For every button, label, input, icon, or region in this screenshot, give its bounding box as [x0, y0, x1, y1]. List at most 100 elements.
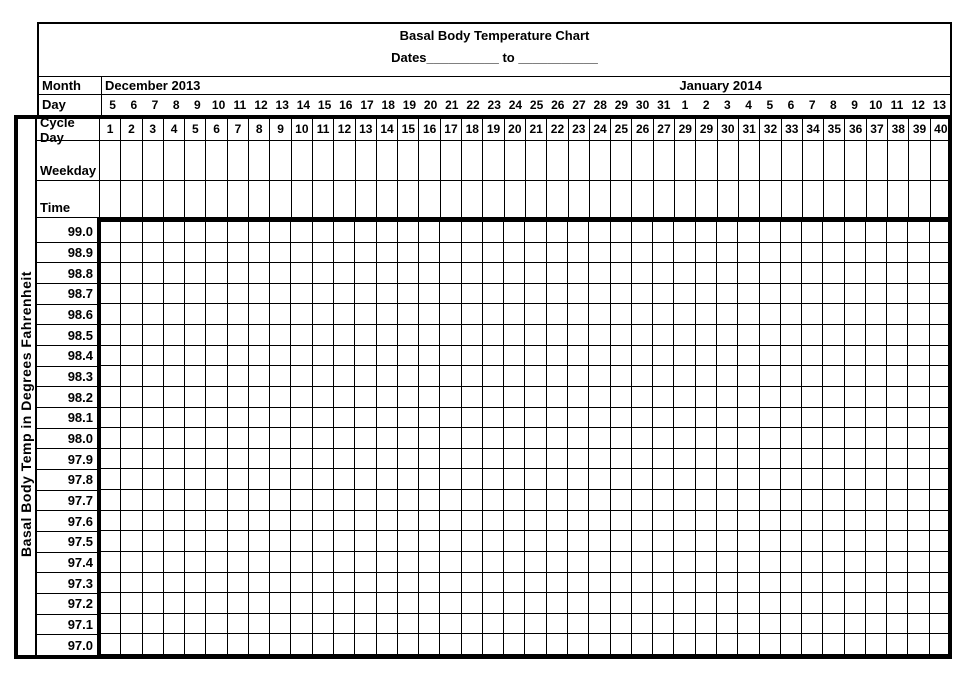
temperature-grid-cell — [908, 469, 930, 491]
time-cell — [462, 181, 484, 217]
temperature-grid-cell — [568, 283, 590, 305]
temperature-grid-cell — [355, 510, 377, 532]
temperature-grid-cell — [823, 510, 845, 532]
temperature-grid-cell — [461, 283, 483, 305]
temperature-grid-cell — [780, 345, 803, 367]
temperature-grid-cell — [674, 304, 696, 326]
temperature-grid-cell — [206, 490, 228, 511]
temperature-grid-cell — [185, 572, 207, 594]
cycle-day-cell: 15 — [398, 119, 420, 140]
temperature-grid-cell — [440, 366, 462, 387]
temperature-grid-cell — [397, 242, 420, 264]
temperature-grid-cell — [461, 634, 483, 655]
cycle-day-cell: 34 — [803, 119, 825, 140]
temperature-grid-cell — [887, 469, 909, 491]
time-cell — [675, 181, 697, 217]
temperature-grid-cell — [802, 366, 824, 387]
temperature-grid-cell — [121, 510, 143, 532]
day-header-cell: 12 — [911, 98, 925, 112]
weekday-cell — [441, 141, 463, 180]
temperature-grid-cell — [844, 448, 866, 470]
temperature-grid-cell — [355, 613, 377, 635]
cycle-day-cell: 35 — [824, 119, 846, 140]
temperature-grid-cell — [887, 325, 909, 346]
cycle-day-cell: 39 — [909, 119, 931, 140]
temperature-grid-cell — [482, 283, 505, 305]
temperature-grid-cell — [121, 572, 143, 594]
weekday-cell — [334, 141, 356, 180]
temperature-label: 98.8 — [37, 263, 97, 285]
temperature-grid-cell — [206, 593, 228, 614]
temperature-grid-cell — [163, 634, 186, 655]
temperature-grid-cell — [355, 531, 377, 552]
time-cell — [334, 181, 356, 217]
temperature-grid-cell — [844, 490, 866, 511]
temperature-grid-cell — [461, 325, 483, 346]
day-header-cell: 25 — [529, 98, 544, 112]
temperature-grid-cell — [546, 490, 569, 511]
temperature-grid-cell — [525, 572, 547, 594]
temperature-grid-cell — [440, 304, 462, 326]
temperature-grid-cell — [780, 366, 803, 387]
temperature-label: 97.5 — [37, 532, 97, 553]
temperature-grid-cell — [163, 593, 186, 614]
temperature-grid-cell — [568, 325, 590, 346]
cycle-day-cell: 6 — [206, 119, 228, 140]
temperature-grid-cell — [844, 304, 866, 326]
temperature-grid-cell — [291, 510, 313, 532]
temperature-grid-cell — [227, 490, 249, 511]
temperature-grid-cell — [334, 551, 356, 573]
temperature-grid-cell — [270, 448, 292, 470]
temperature-grid-cell — [397, 407, 420, 429]
temperature-grid-cell — [525, 345, 547, 367]
temperature-grid-cell — [100, 613, 122, 635]
temperature-grid-cell — [270, 613, 292, 635]
cycle-day-cell: 8 — [249, 119, 271, 140]
temperature-grid-cell — [100, 304, 122, 326]
temperature-grid-cell — [440, 551, 462, 573]
temperature-grid-cell — [653, 634, 675, 655]
temperature-grid-cell — [759, 407, 781, 429]
weekday-cell — [292, 141, 313, 180]
weekday-cell — [888, 141, 910, 180]
temperature-grid-cell — [397, 531, 420, 552]
temperature-grid-cell — [738, 428, 760, 449]
cycle-day-cell: 7 — [228, 119, 250, 140]
temperature-grid-cell — [844, 510, 866, 532]
temperature-label: 98.9 — [37, 243, 97, 264]
cycle-day-cell: 37 — [867, 119, 889, 140]
temperature-grid-cell — [865, 386, 888, 408]
temperature-grid-cell — [419, 345, 441, 367]
temperature-grid-cell — [823, 551, 845, 573]
time-cell — [270, 181, 292, 217]
day-header-cell: 5 — [766, 98, 774, 112]
temperature-grid-cell — [248, 572, 271, 594]
temperature-label: 97.9 — [37, 449, 97, 471]
temperature-grid-cell — [227, 222, 249, 243]
day-header-cell: 12 — [254, 98, 268, 112]
cycle-day-cell: 16 — [419, 119, 441, 140]
temperature-grid-cell — [865, 531, 888, 552]
temperature-grid-cell — [546, 469, 569, 491]
temperature-grid-cell — [376, 469, 398, 491]
temperature-grid-cell — [121, 242, 143, 264]
temperature-grid-cell — [334, 531, 356, 552]
temperature-grid-cell — [908, 283, 930, 305]
temperature-grid-cell — [865, 510, 888, 532]
temperature-grid-cell — [631, 366, 654, 387]
temperature-grid-cell — [865, 593, 888, 614]
temperature-grid-cell — [525, 222, 547, 243]
month-label: January 2014 — [679, 78, 762, 93]
temperature-grid-cell — [759, 304, 781, 326]
day-header-cell: 14 — [296, 98, 311, 112]
temperature-grid-cell — [312, 510, 335, 532]
time-cell — [143, 181, 164, 217]
thick-rule-right — [948, 115, 952, 659]
temperature-grid-cell — [504, 572, 526, 594]
weekday-cell — [632, 141, 654, 180]
cycle-day-cell: 9 — [270, 119, 292, 140]
temperature-label: 97.6 — [37, 511, 97, 533]
temperature-grid-cell — [121, 366, 143, 387]
temperature-grid-cell — [185, 325, 207, 346]
temperature-grid-cell — [482, 386, 505, 408]
